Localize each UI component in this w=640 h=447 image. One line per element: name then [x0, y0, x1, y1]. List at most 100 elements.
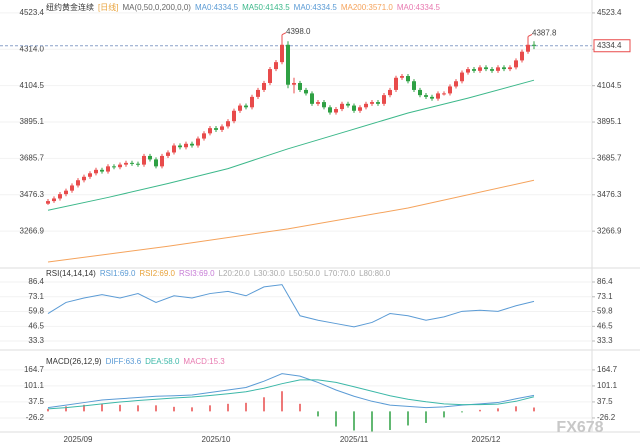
macd-bar [227, 403, 229, 412]
candle-body [232, 110, 236, 122]
y-tick-label-left: 3266.9 [20, 226, 45, 235]
candle-body [154, 159, 158, 167]
macd-bar [515, 406, 517, 412]
candle-body [208, 128, 212, 134]
header-item: MA200:3571.0 [341, 3, 394, 12]
candle-body [364, 103, 368, 108]
y-tick-label: 73.1 [597, 292, 613, 301]
macd-bar [533, 407, 535, 412]
header-item: [日线] [98, 2, 118, 12]
macd-bar [281, 391, 283, 412]
y-tick-label-left: 4314.0 [20, 44, 45, 53]
candle-body [514, 60, 518, 68]
high-pointer [281, 32, 287, 36]
panel-header: MACD(26,12,9) DIFF:63.6 DEA:58.0 MACD:15.3 [46, 357, 225, 366]
macd-bar [83, 404, 85, 412]
candle-body [478, 67, 482, 71]
macd-bar [263, 397, 265, 412]
candle-body [118, 164, 122, 168]
candle-body [262, 82, 266, 90]
macd-bar [389, 411, 391, 430]
y-tick-label: 3895.1 [597, 117, 622, 126]
candle-body [226, 121, 230, 127]
macd-bar [335, 411, 337, 427]
macd-bar [173, 406, 175, 412]
header-item: RSI(14,14,14) [46, 269, 96, 278]
candle-body [244, 105, 248, 108]
macd-bar [299, 403, 301, 412]
candle-body [52, 198, 56, 202]
y-tick-label: 59.8 [597, 307, 613, 316]
macd-bar [407, 411, 409, 426]
header-item: 纽约黄金连续 [46, 2, 94, 12]
candle-body [274, 62, 278, 70]
candle-body [412, 81, 416, 90]
macd-bar [209, 405, 211, 412]
candle-body [286, 44, 290, 85]
header-item: RSI2:69.0 [139, 269, 175, 278]
candle-body [82, 176, 86, 181]
candle-body [130, 162, 134, 164]
candle-body [472, 69, 476, 71]
candle-body [106, 166, 110, 172]
y-tick-label: 33.3 [597, 336, 613, 345]
candle-body [400, 76, 404, 78]
candle-body [256, 89, 260, 97]
candle-body [418, 89, 422, 96]
candle-body [484, 67, 488, 70]
header-item: L80:80.0 [359, 269, 391, 278]
y-tick-label: 164.7 [597, 365, 618, 374]
watermark: FX678 [556, 419, 603, 436]
candle-body [310, 93, 314, 104]
header-item: MA50:4143.5 [242, 3, 290, 12]
candle-body [508, 67, 512, 70]
macd-bar [317, 411, 319, 417]
y-tick-label: 86.4 [597, 277, 613, 286]
y-tick-label-left: -26.2 [26, 413, 45, 422]
macd-bar [155, 405, 157, 412]
candle-body [376, 102, 380, 104]
header-item: DIFF:63.6 [106, 357, 142, 366]
candle-body [430, 96, 434, 99]
macd-bar [245, 402, 247, 412]
high-label: 4398.0 [286, 27, 311, 36]
rsi-line [47, 284, 535, 328]
candle-body [346, 103, 350, 106]
macd-bar [65, 406, 67, 412]
macd-bar [371, 411, 373, 432]
y-tick-label-left: 101.1 [24, 381, 45, 390]
candle-body [124, 162, 128, 165]
x-tick-label: 2025/11 [340, 435, 369, 444]
high-label: 4387.8 [532, 29, 557, 38]
y-tick-label-left: 3476.3 [20, 190, 45, 199]
candle-body [454, 81, 458, 87]
y-tick-label: 3266.9 [597, 226, 622, 235]
candle-body [496, 67, 500, 71]
ma-line [47, 79, 535, 211]
candle-body [340, 103, 344, 110]
last-price-box [593, 39, 631, 53]
x-tick-label: 2025/12 [472, 435, 501, 444]
candle-body [322, 102, 326, 108]
candle-body [490, 69, 494, 71]
macd-bar [497, 408, 499, 412]
candle-body [466, 69, 470, 73]
candle-body [394, 77, 398, 90]
macd-bar [137, 405, 139, 412]
candle-body [220, 126, 224, 130]
candle-body [64, 190, 68, 195]
macd-line [47, 379, 535, 410]
y-tick-label-left: 3895.1 [20, 117, 45, 126]
candle-body [304, 89, 308, 94]
header-item: MACD:15.3 [183, 357, 225, 366]
candle-body [316, 102, 320, 104]
high-pointer [527, 34, 533, 37]
header-item: L50:50.0 [289, 269, 321, 278]
candle-body [532, 44, 536, 46]
y-tick-label: -26.2 [597, 413, 616, 422]
header-item: L70:70.0 [324, 269, 356, 278]
candle-body [334, 109, 338, 113]
candle-body [142, 155, 146, 165]
candle-body [190, 143, 194, 146]
